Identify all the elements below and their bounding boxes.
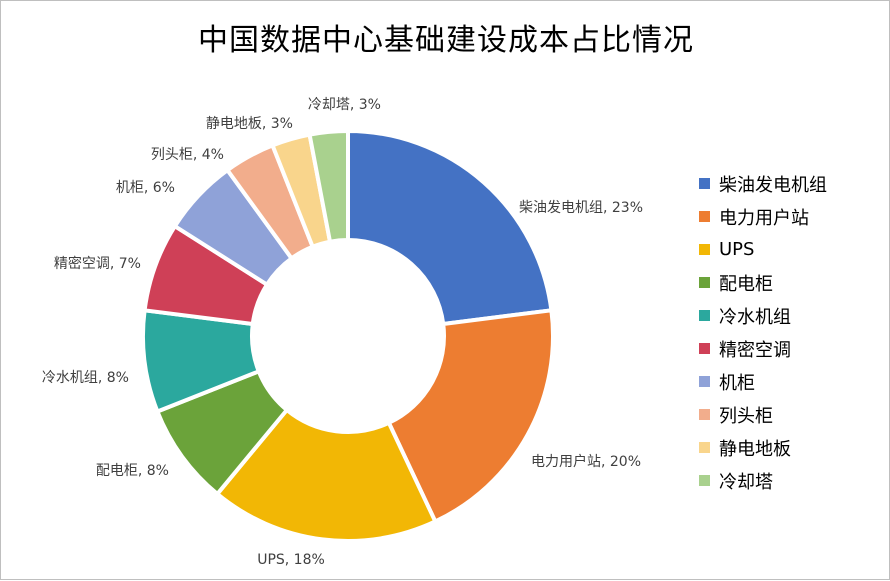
- slice-1: [346, 129, 554, 326]
- legend-label: 冷水机组: [719, 306, 791, 328]
- legend-label: UPS: [719, 239, 755, 260]
- legend-label: 柴油发电机组: [719, 174, 827, 196]
- legend-item-7: 机柜: [699, 365, 827, 398]
- data-label-10: 冷却塔, 3%: [308, 97, 381, 113]
- legend-label: 列头柜: [719, 405, 773, 427]
- slice-10: [307, 129, 350, 244]
- legend-swatch: [699, 343, 710, 354]
- legend-label: 电力用户站: [719, 207, 809, 229]
- legend-swatch: [699, 277, 710, 288]
- chart-legend: 柴油发电机组 电力用户站 UPS 配电柜冷水机组精密空调机柜列头柜静电地板冷却塔: [699, 167, 827, 497]
- legend-swatch: [699, 376, 710, 387]
- slice-3: [215, 407, 438, 543]
- legend-label: 配电柜: [719, 273, 773, 295]
- data-label-3: UPS, 18%: [257, 552, 325, 568]
- legend-item-8: 列头柜: [699, 398, 827, 431]
- chart-title: 中国数据中心基础建设成本占比情况: [198, 23, 694, 58]
- legend-item-9: 静电地板: [699, 431, 827, 464]
- legend-item-1: 柴油发电机组: [699, 167, 827, 200]
- data-label-2: 电力用户站, 20%: [531, 453, 641, 470]
- data-label-1: 柴油发电机组, 23%: [519, 200, 643, 216]
- legend-swatch: [699, 244, 710, 255]
- legend-label: 冷却塔: [719, 471, 773, 493]
- legend-item-5: 冷水机组: [699, 299, 827, 332]
- legend-swatch: [699, 442, 710, 453]
- data-label-7: 机柜, 6%: [116, 180, 175, 196]
- legend-swatch: [699, 310, 710, 321]
- slice-2: [386, 308, 555, 524]
- legend-label: 机柜: [719, 372, 755, 394]
- legend-swatch: [699, 211, 710, 222]
- data-label-9: 静电地板, 3%: [206, 116, 293, 132]
- data-label-6: 精密空调, 7%: [54, 255, 141, 272]
- legend-item-4: 配电柜: [699, 266, 827, 299]
- legend-item-3: UPS: [699, 233, 827, 266]
- legend-item-6: 精密空调: [699, 332, 827, 365]
- legend-item-10: 冷却塔: [699, 464, 827, 497]
- legend-label: 静电地板: [719, 438, 791, 460]
- legend-label: 精密空调: [719, 339, 791, 361]
- data-label-5: 冷水机组, 8%: [42, 370, 129, 386]
- legend-swatch: [699, 475, 710, 486]
- data-label-8: 列头柜, 4%: [151, 147, 224, 163]
- data-label-4: 配电柜, 8%: [96, 463, 169, 479]
- legend-swatch: [699, 178, 710, 189]
- legend-item-2: 电力用户站: [699, 200, 827, 233]
- legend-swatch: [699, 409, 710, 420]
